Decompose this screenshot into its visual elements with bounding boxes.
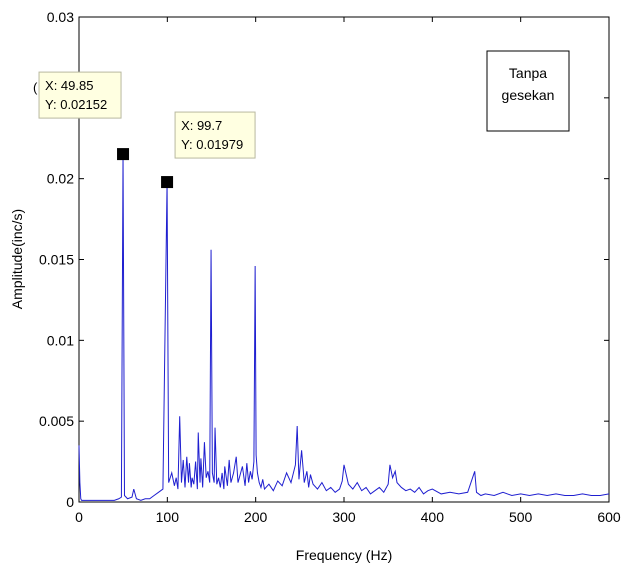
y-tick-label: 0.01 [47, 332, 74, 348]
y-tick-label: 0.03 [47, 9, 74, 25]
datatip-box [174, 111, 256, 159]
datatips-group: ( X: 49.85 Y: 0.02152 X: 99.7 Y: 0.01979 [33, 71, 256, 189]
datatip-marker [117, 148, 130, 161]
legend-box: Tanpa gesekan [486, 50, 570, 132]
spectrum-line [78, 154, 610, 501]
x-tick-label: 500 [509, 509, 533, 525]
legend-frame [486, 50, 570, 132]
x-axis-label: Frequency (Hz) [296, 547, 392, 563]
datatip-box [38, 71, 122, 119]
y-tick-label: 0 [66, 494, 74, 510]
y-tick-label: 0.02 [47, 171, 74, 187]
x-tick-label: 300 [332, 509, 356, 525]
legend-text: gesekan [502, 87, 555, 103]
datatip-lead: ( [33, 80, 38, 95]
legend-text: Tanpa [509, 65, 547, 81]
datatip-x: X: 99.7 [181, 118, 222, 133]
datatip-y: Y: 0.02152 [45, 97, 107, 112]
x-tick-label: 100 [156, 509, 180, 525]
y-tick-label: 0.005 [39, 413, 74, 429]
axis-ticks: 0 100 200 300 400 500 600 0 0.005 0.01 0.015 0.02 0.… [39, 9, 621, 525]
y-tick-label: 0.015 [39, 252, 74, 268]
datatip-marker [161, 176, 174, 189]
y-axis-label: Amplitude(inc/s) [9, 209, 25, 309]
datatip-x: X: 49.85 [45, 78, 93, 93]
datatip-y: Y: 0.01979 [181, 137, 243, 152]
x-tick-label: 400 [421, 509, 445, 525]
series-group [78, 154, 610, 501]
x-tick-label: 0 [75, 509, 83, 525]
x-tick-label: 200 [244, 509, 268, 525]
x-tick-label: 600 [597, 509, 621, 525]
